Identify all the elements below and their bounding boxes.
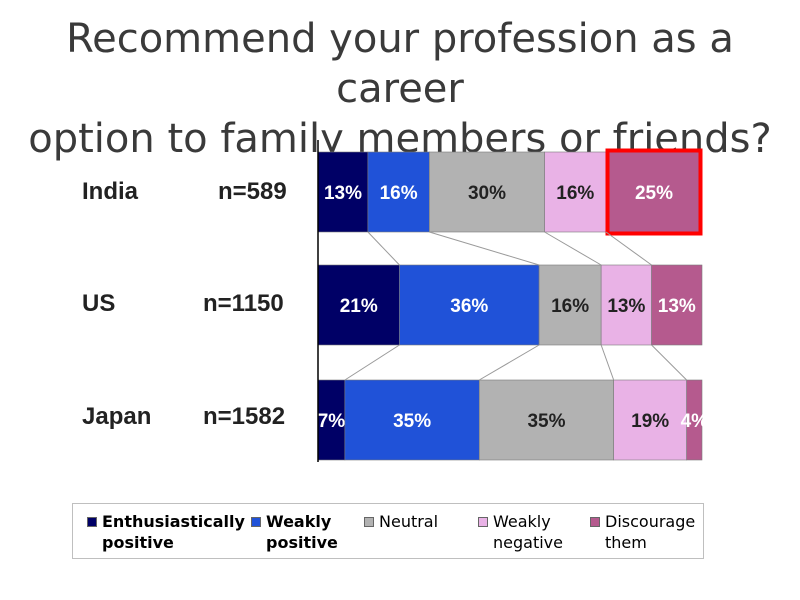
connector-line [367, 231, 400, 266]
data-label-us-discourage-them: 13% [658, 296, 696, 317]
legend-swatch [87, 517, 97, 527]
data-label-us-enthusiastically-positive: 21% [340, 296, 378, 317]
legend-label-line2: positive [102, 533, 174, 552]
connector-line [429, 231, 540, 266]
category-label-india: India [82, 178, 139, 205]
bar-india-weakly-negative [544, 151, 607, 233]
data-label-us-weakly-negative: 13% [607, 296, 645, 317]
data-label-india-weakly-negative: 16% [556, 183, 594, 204]
bar-india-neutral [429, 151, 545, 233]
connector-line [605, 231, 652, 266]
data-label-japan-weakly-positive: 35% [393, 411, 431, 432]
data-label-india-weakly-positive: 16% [380, 183, 418, 204]
category-label-japan: Japan [82, 403, 152, 430]
data-label-japan-discourage-them: 4% [681, 411, 709, 432]
legend-label-line1: Neutral [379, 512, 439, 531]
sample-size-japan: n=1582 [203, 403, 286, 430]
bar-japan-neutral [478, 379, 614, 461]
bar-us-neutral [538, 264, 602, 346]
legend-swatch [590, 517, 600, 527]
data-label-india-neutral: 30% [468, 183, 506, 204]
bar-japan-weakly-negative [613, 379, 687, 461]
title-line-1: Recommend your profession as a career [66, 16, 734, 112]
data-label-india-discourage-them: 25% [635, 183, 673, 204]
sample-size-us: n=1150 [203, 290, 284, 317]
data-label-japan-enthusiastically-positive: 7% [318, 411, 346, 432]
bar-japan-weakly-positive [344, 379, 480, 461]
bar-india-discourage-them [605, 151, 703, 233]
connector-line [651, 344, 687, 381]
data-label-japan-weakly-negative: 19% [631, 411, 669, 432]
connector-line [544, 231, 602, 266]
data-label-us-neutral: 16% [551, 296, 589, 317]
highlight-box [605, 148, 703, 236]
connector-line [344, 344, 400, 381]
data-label-us-weakly-positive: 36% [450, 296, 488, 317]
legend-label-line1: Discourage [605, 512, 696, 531]
legend-label-line2: positive [266, 533, 338, 552]
bar-india-weakly-positive [367, 151, 430, 233]
legend-label-line1: Weakly [266, 512, 332, 531]
data-label-india-enthusiastically-positive: 13% [324, 183, 362, 204]
connector-line [479, 344, 540, 381]
legend: Enthusiastically positive Weakly positiv… [72, 503, 704, 559]
legend-swatch [364, 517, 374, 527]
legend-label-line1: Weakly [493, 512, 551, 531]
bar-us-discourage-them [651, 264, 703, 346]
bar-us-weakly-negative [600, 264, 652, 346]
legend-swatch [251, 517, 261, 527]
bar-us-weakly-positive [399, 264, 540, 346]
bar-japan-discourage-them [686, 379, 703, 461]
legend-label-line2: negative [493, 533, 563, 552]
legend-swatch [478, 517, 488, 527]
sample-size-india: n=589 [218, 178, 287, 205]
legend-label-line1: Enthusiastically [102, 512, 245, 531]
bar-us-enthusiastically-positive [317, 264, 400, 346]
connector-line [600, 344, 615, 381]
data-label-japan-neutral: 35% [527, 411, 565, 432]
category-label-us: US [82, 290, 116, 317]
legend-label-line2: them [605, 533, 647, 552]
